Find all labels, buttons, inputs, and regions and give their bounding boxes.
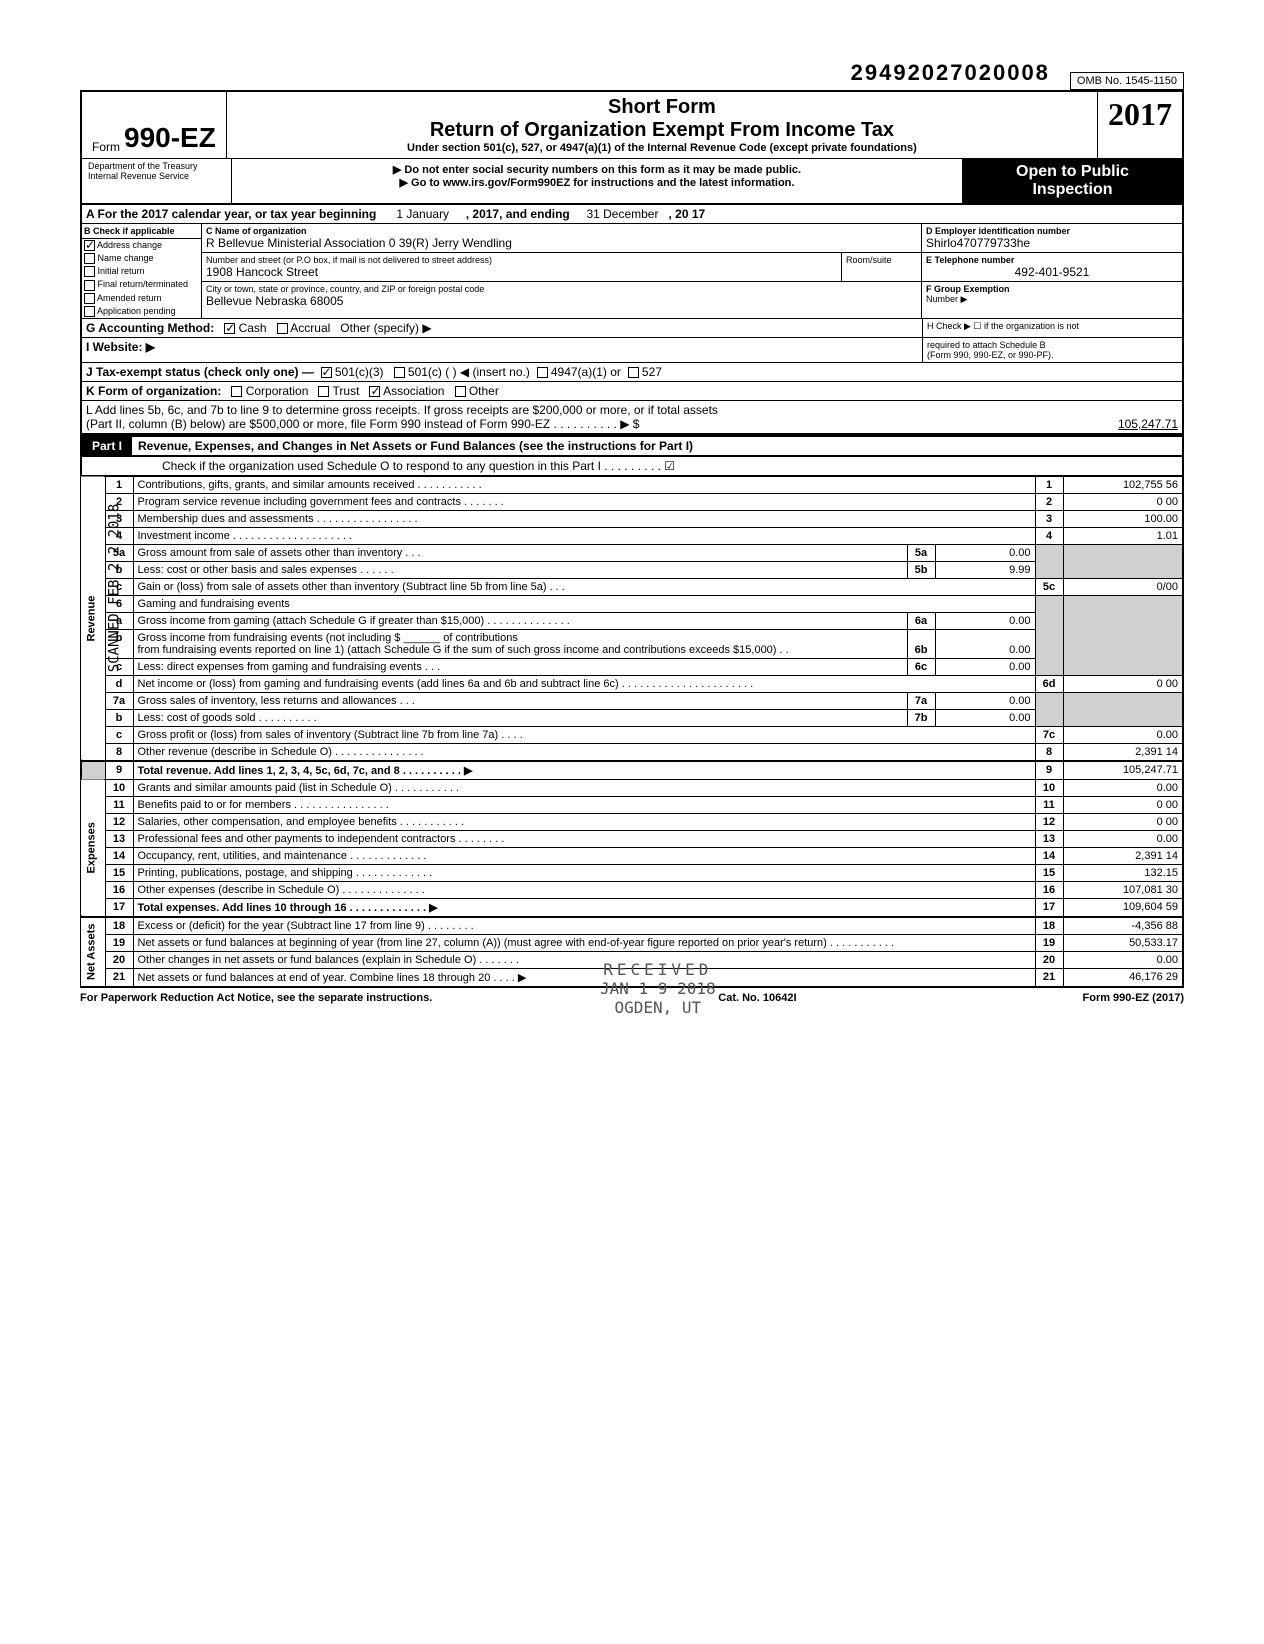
city: Bellevue Nebraska 68005 [206,294,917,308]
year-box: 2017 [1097,92,1182,158]
table-row: Revenue 1Contributions, gifts, grants, a… [81,476,1183,493]
street: 1908 Hancock Street [206,265,837,279]
expenses-sidebar: Expenses [81,779,105,917]
top-code-row: 29492027020008 OMB No. 1545-1150 [80,60,1184,90]
501c-checkbox[interactable] [394,367,405,378]
table-row: Expenses 10Grants and similar amounts pa… [81,779,1183,796]
form-name: Form 990-EZ [82,92,227,158]
dept-row: Department of the Treasury Internal Reve… [80,158,1184,205]
table-row: 3Membership dues and assessments . . . .… [81,510,1183,527]
open-to-public: Open to Public Inspection [962,159,1182,203]
part-1-header: Part I Revenue, Expenses, and Changes in… [80,435,1184,457]
table-row: 4Investment income . . . . . . . . . . .… [81,527,1183,544]
revenue-sidebar: Revenue [81,476,105,761]
section-c: C Name of organization R Bellevue Minist… [202,224,922,318]
netassets-sidebar: Net Assets [81,917,105,987]
top-code: 29492027020008 [851,60,1050,86]
table-row: 6Gaming and fundraising events [81,595,1183,612]
scanned-stamp: SCANNED FEB 2 2 2018 [106,504,122,673]
table-row: 17Total expenses. Add lines 10 through 1… [81,898,1183,917]
cash-checkbox[interactable] [224,323,235,334]
table-row: bGross income from fundraising events (n… [81,629,1183,658]
line-g: G Accounting Method: Cash Accrual Other … [80,319,1184,338]
form-container: SCANNED FEB 2 2 2018 29492027020008 OMB … [80,60,1184,1004]
amended-checkbox[interactable] [84,293,95,304]
ein: Shirlo470779733he [926,236,1178,250]
table-row: Net Assets 18Excess or (deficit) for the… [81,917,1183,935]
line-j: J Tax-exempt status (check only one) — 5… [80,363,1184,382]
table-row: 15Printing, publications, postage, and s… [81,864,1183,881]
table-row: bLess: cost of goods sold . . . . . . . … [81,709,1183,726]
initial-checkbox[interactable] [84,266,95,277]
trust-checkbox[interactable] [318,386,329,397]
omb-number: OMB No. 1545-1150 [1070,72,1184,90]
table-row: 19Net assets or fund balances at beginni… [81,934,1183,951]
name-change-checkbox[interactable] [84,253,95,264]
table-row: 14Occupancy, rent, utilities, and mainte… [81,847,1183,864]
line-a: A For the 2017 calendar year, or tax yea… [80,205,1184,224]
final-checkbox[interactable] [84,280,95,291]
addr-change-checkbox[interactable] [84,240,95,251]
line-k: K Form of organization: Corporation Trus… [80,382,1184,401]
501c3-checkbox[interactable] [321,367,332,378]
table-row: 8Other revenue (describe in Schedule O) … [81,743,1183,761]
footer: For Paperwork Reduction Act Notice, see … [80,988,1184,1004]
table-row: cGain or (loss) from sale of assets othe… [81,578,1183,595]
other-org-checkbox[interactable] [455,386,466,397]
table-row: 7aGross sales of inventory, less returns… [81,692,1183,709]
527-checkbox[interactable] [628,367,639,378]
table-row: 2Program service revenue including gover… [81,493,1183,510]
section-def: D Employer identification number Shirlo4… [922,224,1182,318]
corp-checkbox[interactable] [231,386,242,397]
phone: 492-401-9521 [926,265,1178,279]
part1-check: Check if the organization used Schedule … [80,457,1184,476]
gross-receipts: 105,247.71 [1118,417,1178,431]
table-row: 21Net assets or fund balances at end of … [81,968,1183,987]
header-center: Short Form Return of Organization Exempt… [227,92,1097,158]
assoc-checkbox[interactable] [369,386,380,397]
table-row: 20Other changes in net assets or fund ba… [81,951,1183,968]
table-row: aGross income from gaming (attach Schedu… [81,612,1183,629]
header-row: Form 990-EZ Short Form Return of Organiz… [80,90,1184,158]
identity-block: B Check if applicable Address change Nam… [80,224,1184,319]
org-name: R Bellevue Ministerial Association 0 39(… [206,236,917,250]
line-i: I Website: ▶ required to attach Schedule… [80,338,1184,363]
table-row: dNet income or (loss) from gaming and fu… [81,675,1183,692]
line-l: L Add lines 5b, 6c, and 7b to line 9 to … [80,401,1184,435]
section-b: B Check if applicable Address change Nam… [82,224,202,318]
lines-table: Revenue 1Contributions, gifts, grants, a… [80,476,1184,988]
table-row: 5aGross amount from sale of assets other… [81,544,1183,561]
table-row: cGross profit or (loss) from sales of in… [81,726,1183,743]
pending-checkbox[interactable] [84,306,95,317]
accrual-checkbox[interactable] [277,323,288,334]
section-h: H Check ▶ ☐ if the organization is not [922,319,1182,337]
table-row: 13Professional fees and other payments t… [81,830,1183,847]
table-row: 12Salaries, other compensation, and empl… [81,813,1183,830]
table-row: 9Total revenue. Add lines 1, 2, 3, 4, 5c… [81,761,1183,780]
table-row: cLess: direct expenses from gaming and f… [81,658,1183,675]
table-row: 16Other expenses (describe in Schedule O… [81,881,1183,898]
table-row: 11Benefits paid to or for members . . . … [81,796,1183,813]
4947-checkbox[interactable] [537,367,548,378]
table-row: bLess: cost or other basis and sales exp… [81,561,1183,578]
